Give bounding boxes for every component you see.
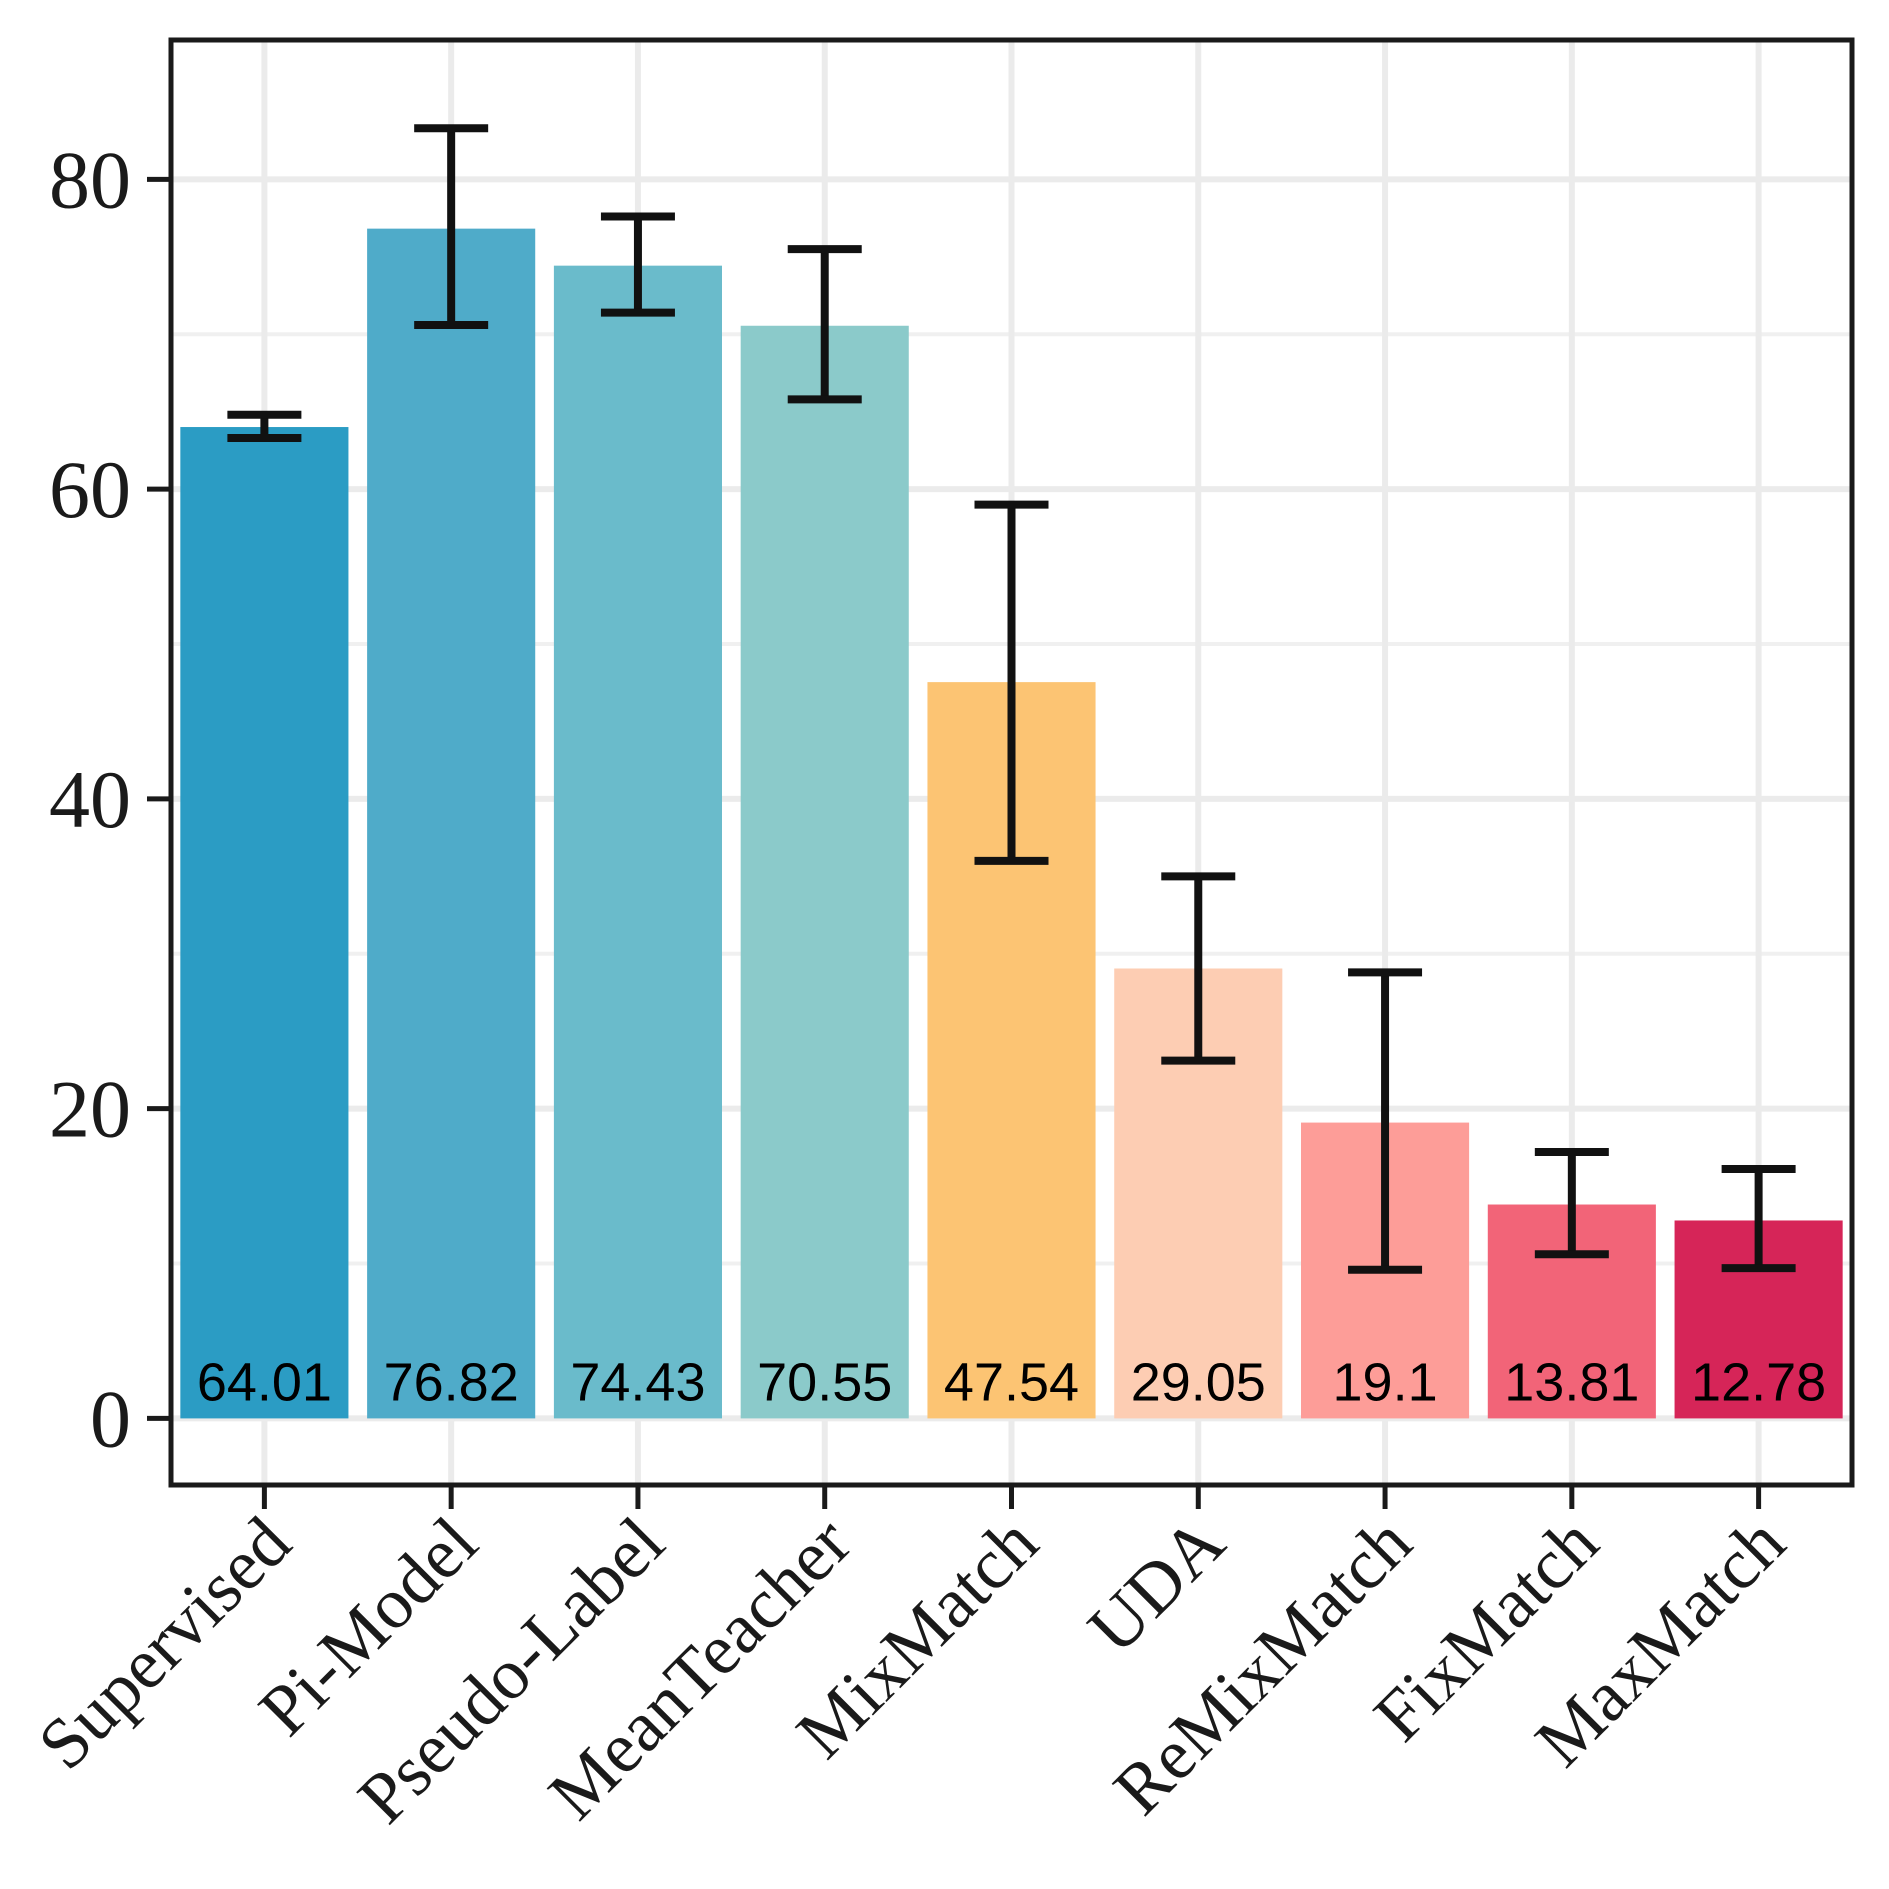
y-tick-label: 40 xyxy=(49,754,131,845)
y-tick-label: 60 xyxy=(49,444,131,535)
error-bar-uda xyxy=(1161,872,1236,1065)
data-label-layer: 64.01 76.82 74.43 70.55 47.54 29.05 19.1 13.81 1… xyxy=(197,1352,1826,1412)
data-label: 64.01 xyxy=(197,1352,332,1412)
bar-pseudo-label xyxy=(553,265,722,1419)
x-tick-label: UDA xyxy=(1073,1502,1240,1669)
data-label: 13.81 xyxy=(1504,1352,1639,1412)
bar-meanteacher xyxy=(740,325,909,1419)
error-bar-supervised xyxy=(227,410,302,443)
y-tick-label: 0 xyxy=(90,1373,131,1464)
x-tick-label: Supervised xyxy=(23,1502,306,1785)
data-label: 47.54 xyxy=(944,1352,1079,1412)
bar-supervised xyxy=(180,427,349,1419)
y-tick-label: 80 xyxy=(49,134,131,225)
error-bar-pseudo-label xyxy=(600,212,675,317)
y-tick-label: 20 xyxy=(49,1064,131,1155)
error-bar-fixmatch xyxy=(1534,1148,1609,1259)
bar-layer xyxy=(180,228,1843,1419)
data-label: 12.78 xyxy=(1691,1352,1826,1412)
error-bar-maxmatch xyxy=(1721,1165,1796,1273)
bar-pi-model xyxy=(367,228,536,1419)
data-label: 76.82 xyxy=(384,1352,519,1412)
error-bar-meanteacher xyxy=(787,245,862,404)
error-bar-remixmatch xyxy=(1348,968,1423,1274)
data-label: 70.55 xyxy=(757,1352,892,1412)
error-bar-mixmatch xyxy=(974,500,1049,865)
data-label: 29.05 xyxy=(1131,1352,1266,1412)
data-label: 74.43 xyxy=(570,1352,705,1412)
error-bar-pi-model xyxy=(414,124,489,329)
data-label: 19.1 xyxy=(1333,1352,1438,1412)
error-bar-layer xyxy=(227,124,1796,1274)
